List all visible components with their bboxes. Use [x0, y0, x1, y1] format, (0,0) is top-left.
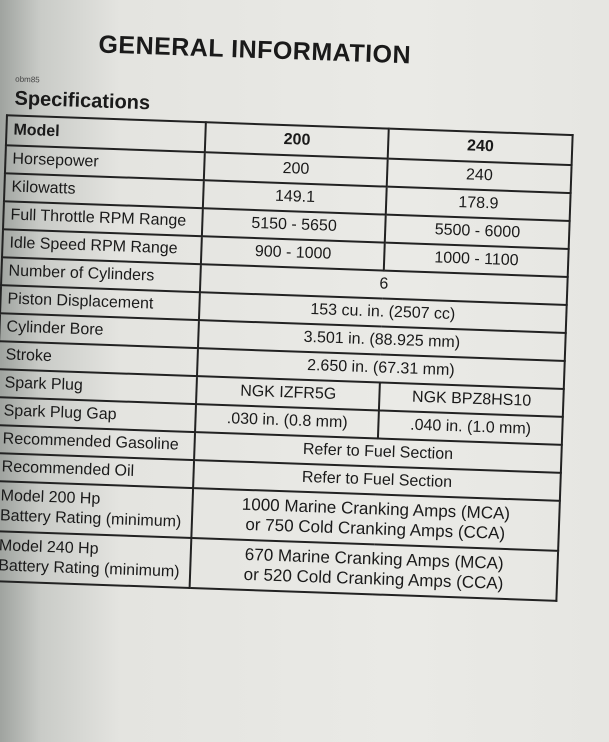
spec-label-text: Recommended Gasoline [2, 430, 179, 454]
spec-value-both-text: 3.501 in. (88.925 mm) [303, 328, 461, 352]
spec-value-both-text: 2.650 in. (67.31 mm) [306, 356, 455, 380]
spec-value-240-text: 5500 - 6000 [434, 221, 521, 242]
spec-label: Model 200 Hp Battery Rating (minimum) [0, 481, 194, 539]
spec-value-200-text: 200 [282, 159, 310, 178]
spec-label-text: Piston Displacement [7, 290, 154, 313]
spec-label-text: Kilowatts [11, 178, 76, 198]
section-code: obm85 [15, 74, 40, 85]
spec-value-both-text: Refer to Fuel Section [302, 440, 454, 464]
spec-value-200-text: 149.1 [274, 187, 316, 207]
spec-label-text: Horsepower [12, 150, 99, 171]
spec-value-240-text: NGK BPZ8HS10 [411, 388, 532, 410]
specifications-table: Model 200 240 Horsepower 200 240 Kilowatts 1… [0, 114, 574, 602]
spec-value-200-text: NGK IZFR5G [239, 382, 337, 403]
spec-label-text: Battery Rating (minimum) [0, 507, 182, 531]
spec-label-text: Number of Cylinders [8, 262, 155, 285]
spec-label-text: Cylinder Bore [6, 318, 104, 339]
spec-label-text: Spark Plug Gap [3, 402, 117, 424]
spec-value-200-text: .030 in. (0.8 mm) [226, 410, 348, 432]
page-heading: GENERAL INFORMATION [98, 30, 412, 70]
spec-value-both-text: 153 cu. in. (2507 cc) [310, 301, 456, 324]
spec-value-200-text: 900 - 1000 [254, 243, 332, 263]
spec-value-both-text: 6 [379, 275, 389, 293]
spec-label-text: Idle Speed RPM Range [9, 234, 178, 258]
spec-label: Model 240 Hp Battery Rating (minimum) [0, 531, 192, 588]
spec-value-200-text: 5150 - 5650 [251, 214, 338, 235]
spec-label-text: Model 200 Hp [0, 487, 101, 508]
spec-label-text: Battery Rating (minimum) [0, 557, 180, 581]
spec-value-240-text: 178.9 [458, 194, 499, 213]
spec-label-text: Recommended Oil [1, 458, 135, 480]
spec-label-text: Model 240 Hp [0, 537, 99, 558]
spec-value-both-text: Refer to Fuel Section [301, 468, 453, 492]
spec-label-text: Full Throttle RPM Range [10, 206, 187, 230]
spec-value-240-text: 1000 - 1100 [434, 249, 519, 270]
spec-label-text: Spark Plug [4, 374, 84, 395]
spec-label-text: Stroke [5, 346, 53, 366]
section-title: Specifications [14, 87, 151, 115]
spec-value-240-text: 240 [465, 166, 494, 185]
spec-value-240-text: .040 in. (1.0 mm) [409, 416, 532, 438]
